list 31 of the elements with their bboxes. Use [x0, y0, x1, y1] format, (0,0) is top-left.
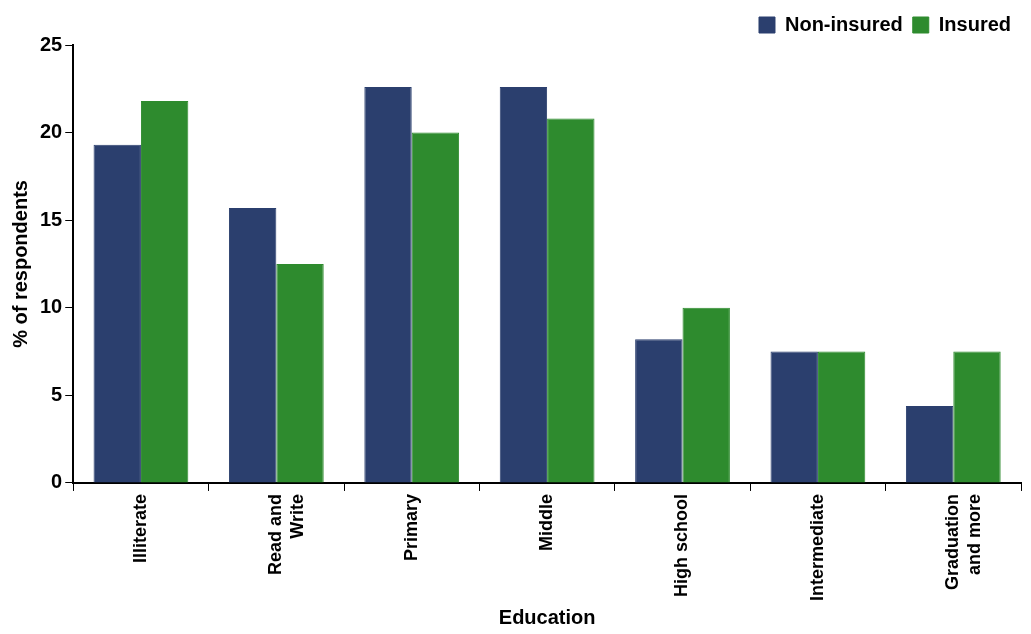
x-tick-label: Primary: [400, 493, 421, 562]
bar: [770, 351, 818, 483]
bar: [817, 351, 866, 483]
y-axis-title: % of respondents: [8, 180, 31, 348]
x-tick-label: Illiterate: [129, 493, 150, 563]
legend-label: Insured: [938, 12, 1012, 35]
bar: [140, 101, 189, 483]
y-tick-label: 0: [51, 470, 63, 493]
x-tick-label: High school: [671, 493, 692, 597]
bar: [635, 339, 683, 483]
x-tick-label: Middle: [536, 493, 557, 551]
x-tick-label: Intermediate: [806, 493, 827, 602]
bar: [364, 87, 412, 483]
x-axis-title: Education: [498, 605, 596, 628]
bar: [953, 351, 1001, 483]
y-tick-label: 20: [40, 120, 63, 143]
x-tick-label: Read and Write: [265, 493, 307, 575]
legend-label: Non-insured: [784, 12, 903, 35]
bar: [547, 118, 595, 483]
y-tick-label: 25: [40, 32, 63, 55]
bar: [682, 307, 730, 483]
bar: [411, 132, 460, 483]
bar: [499, 87, 548, 483]
y-tick-label: 15: [40, 207, 63, 230]
y-tick-label: 10: [40, 295, 63, 318]
bar: [228, 207, 277, 483]
bar: [93, 144, 141, 483]
bar: [276, 263, 324, 483]
x-tick-label: Graduation and more: [942, 493, 984, 590]
y-tick-label: 5: [51, 382, 63, 405]
bar: [905, 405, 954, 483]
